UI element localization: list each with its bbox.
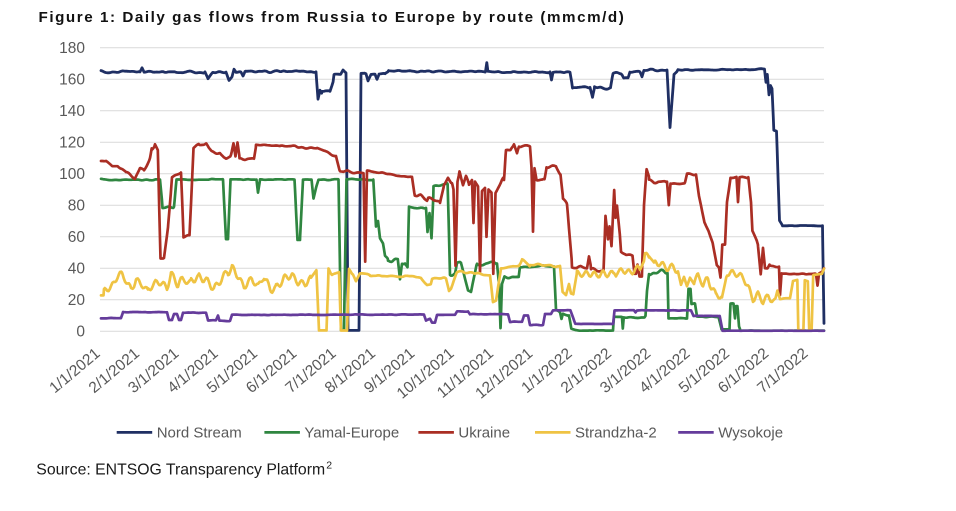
svg-text:Figure 1: Daily gas flows from: Figure 1: Daily gas flows from Russia to…: [39, 9, 626, 26]
svg-text:120: 120: [59, 134, 85, 151]
svg-text:180: 180: [59, 40, 85, 57]
svg-text:140: 140: [59, 103, 85, 120]
svg-text:Nord Stream: Nord Stream: [157, 425, 242, 442]
svg-text:100: 100: [59, 166, 85, 183]
svg-text:2: 2: [326, 460, 332, 472]
svg-text:Source: ENTSOG Transparency Pl: Source: ENTSOG Transparency Platform: [36, 462, 325, 479]
svg-text:Strandzha-2: Strandzha-2: [575, 425, 657, 442]
svg-text:40: 40: [68, 261, 86, 278]
svg-text:Yamal-Europe: Yamal-Europe: [304, 425, 399, 442]
svg-text:60: 60: [68, 229, 86, 246]
svg-text:0: 0: [76, 324, 85, 341]
svg-text:Ukraine: Ukraine: [458, 425, 510, 442]
svg-text:20: 20: [68, 292, 86, 309]
svg-text:Wysokoje: Wysokoje: [718, 425, 783, 442]
svg-text:160: 160: [59, 71, 85, 88]
svg-text:80: 80: [68, 197, 86, 214]
